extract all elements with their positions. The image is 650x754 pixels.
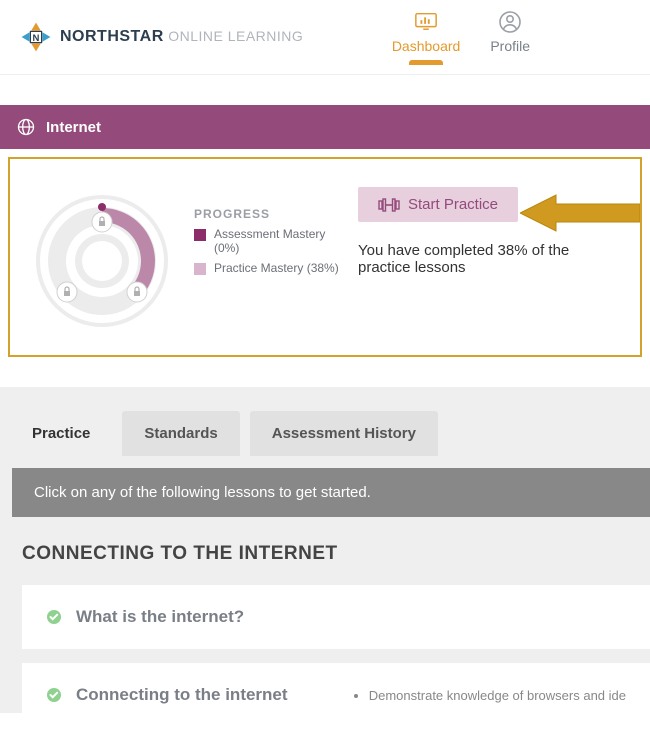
brand-name: NORTHSTAR — [60, 28, 164, 45]
section-heading: CONNECTING TO THE INTERNET — [0, 517, 650, 585]
nav-dashboard-label: Dashboard — [392, 38, 461, 54]
start-practice-label: Start Practice — [408, 196, 498, 213]
top-nav: Dashboard Profile — [392, 10, 630, 64]
lesson-card[interactable]: What is the internet? — [22, 585, 650, 649]
completion-status: You have completed 38% of the practice l… — [358, 242, 622, 276]
tab-standards[interactable]: Standards — [122, 411, 239, 456]
nav-dashboard[interactable]: Dashboard — [392, 10, 461, 64]
legend-practice: Practice Mastery (38%) — [194, 261, 344, 275]
check-icon — [46, 687, 62, 703]
swatch-practice — [194, 263, 206, 275]
swatch-assessment — [194, 229, 206, 241]
module-banner: Internet — [0, 105, 650, 149]
callout-arrow-icon — [520, 191, 640, 235]
tabs: Practice Standards Assessment History — [0, 411, 650, 456]
legend-assessment: Assessment Mastery (0%) — [194, 227, 344, 255]
action-area: Start Practice You have completed 38% of… — [354, 177, 622, 276]
check-icon — [46, 609, 62, 625]
progress-ring — [14, 177, 184, 337]
lesson-detail: Demonstrate knowledge of browsers and id… — [369, 688, 626, 703]
tab-practice[interactable]: Practice — [10, 411, 112, 456]
instruction-bar: Click on any of the following lessons to… — [12, 468, 650, 517]
svg-text:N: N — [33, 33, 40, 44]
progress-card: PROGRESS Assessment Mastery (0%) Practic… — [8, 157, 642, 357]
lesson-card[interactable]: Connecting to the internet Demonstrate k… — [22, 663, 650, 713]
brand-sub: ONLINE LEARNING — [168, 28, 303, 44]
start-practice-button[interactable]: Start Practice — [358, 187, 518, 222]
lesson-title: Connecting to the internet — [76, 685, 288, 705]
nav-profile[interactable]: Profile — [490, 10, 530, 64]
dumbbell-icon — [378, 197, 400, 213]
nav-profile-label: Profile — [490, 38, 530, 54]
lesson-title: What is the internet? — [76, 607, 244, 627]
globe-icon — [16, 117, 36, 137]
profile-icon — [498, 10, 522, 34]
logo: N NORTHSTAR ONLINE LEARNING — [20, 21, 303, 53]
tab-assessment-history[interactable]: Assessment History — [250, 411, 438, 456]
dashboard-icon — [414, 10, 438, 34]
legend-title: PROGRESS — [194, 207, 344, 221]
progress-legend: PROGRESS Assessment Mastery (0%) Practic… — [194, 177, 344, 281]
tabs-panel: Practice Standards Assessment History Cl… — [0, 387, 650, 713]
northstar-logo-icon: N — [20, 21, 52, 53]
module-title: Internet — [46, 119, 101, 136]
header: N NORTHSTAR ONLINE LEARNING Dashboard Pr… — [0, 0, 650, 75]
